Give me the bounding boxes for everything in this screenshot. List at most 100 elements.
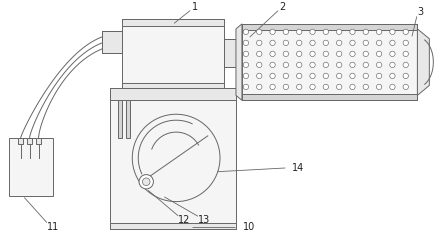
Bar — [118, 100, 122, 138]
Circle shape — [243, 40, 249, 45]
Bar — [224, 39, 236, 67]
Circle shape — [143, 178, 150, 185]
Circle shape — [403, 84, 408, 90]
Circle shape — [336, 73, 342, 78]
Bar — [122, 19, 224, 26]
Circle shape — [139, 175, 153, 189]
Bar — [126, 100, 130, 138]
Circle shape — [270, 62, 275, 68]
Text: 1: 1 — [192, 2, 198, 12]
Circle shape — [296, 51, 302, 57]
Text: 12: 12 — [178, 216, 190, 226]
Circle shape — [403, 40, 408, 45]
Circle shape — [403, 29, 408, 35]
Circle shape — [350, 29, 355, 35]
Circle shape — [283, 62, 288, 68]
Bar — [9, 138, 53, 196]
Circle shape — [336, 51, 342, 57]
Bar — [242, 94, 417, 100]
Circle shape — [363, 40, 369, 45]
Circle shape — [350, 73, 355, 78]
Bar — [27, 138, 32, 144]
Circle shape — [323, 51, 329, 57]
Circle shape — [363, 29, 369, 35]
Circle shape — [243, 62, 249, 68]
Circle shape — [336, 29, 342, 35]
Circle shape — [350, 84, 355, 90]
Circle shape — [336, 62, 342, 68]
Circle shape — [350, 51, 355, 57]
Circle shape — [350, 62, 355, 68]
Circle shape — [296, 84, 302, 90]
Circle shape — [243, 84, 249, 90]
Circle shape — [323, 29, 329, 35]
Circle shape — [390, 40, 395, 45]
Circle shape — [283, 40, 288, 45]
Circle shape — [256, 73, 262, 78]
Circle shape — [310, 84, 315, 90]
Text: 10: 10 — [243, 222, 255, 232]
Circle shape — [310, 40, 315, 45]
Circle shape — [323, 84, 329, 90]
Bar — [122, 19, 224, 90]
Circle shape — [310, 73, 315, 78]
Text: 13: 13 — [198, 216, 210, 226]
Circle shape — [296, 73, 302, 78]
Circle shape — [296, 40, 302, 45]
Circle shape — [363, 62, 369, 68]
Circle shape — [243, 51, 249, 57]
Bar — [18, 138, 23, 144]
Circle shape — [270, 40, 275, 45]
Circle shape — [390, 84, 395, 90]
Circle shape — [256, 29, 262, 35]
Polygon shape — [236, 24, 242, 100]
Circle shape — [323, 62, 329, 68]
Circle shape — [363, 73, 369, 78]
Bar — [36, 138, 41, 144]
Bar — [242, 24, 417, 100]
Circle shape — [270, 84, 275, 90]
Circle shape — [390, 29, 395, 35]
Circle shape — [310, 62, 315, 68]
Circle shape — [377, 84, 382, 90]
Bar — [242, 24, 417, 30]
Circle shape — [390, 73, 395, 78]
Bar — [110, 88, 236, 229]
Circle shape — [256, 51, 262, 57]
Bar — [122, 83, 224, 90]
Bar — [110, 88, 236, 100]
Circle shape — [256, 84, 262, 90]
Circle shape — [283, 51, 288, 57]
Circle shape — [296, 62, 302, 68]
Circle shape — [377, 29, 382, 35]
Circle shape — [363, 84, 369, 90]
Circle shape — [283, 84, 288, 90]
Circle shape — [350, 40, 355, 45]
Polygon shape — [417, 29, 429, 95]
Circle shape — [310, 51, 315, 57]
Circle shape — [323, 73, 329, 78]
Circle shape — [390, 62, 395, 68]
Circle shape — [310, 29, 315, 35]
Text: 2: 2 — [280, 2, 286, 12]
Circle shape — [403, 73, 408, 78]
Circle shape — [296, 29, 302, 35]
Circle shape — [323, 40, 329, 45]
Circle shape — [256, 40, 262, 45]
Bar — [224, 39, 236, 67]
Bar — [102, 31, 122, 53]
Circle shape — [390, 51, 395, 57]
Circle shape — [403, 62, 408, 68]
Circle shape — [336, 40, 342, 45]
Circle shape — [132, 114, 220, 202]
Circle shape — [336, 84, 342, 90]
Text: 3: 3 — [417, 7, 424, 17]
Bar — [102, 31, 122, 53]
Text: 14: 14 — [292, 163, 304, 173]
Circle shape — [243, 29, 249, 35]
Circle shape — [283, 73, 288, 78]
Circle shape — [363, 51, 369, 57]
Circle shape — [377, 73, 382, 78]
Circle shape — [270, 73, 275, 78]
Bar — [110, 224, 236, 229]
